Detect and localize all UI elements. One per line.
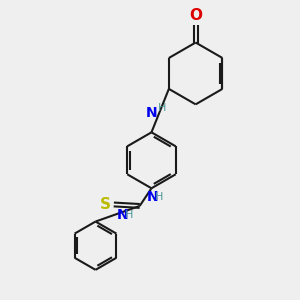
Text: N: N [146, 106, 158, 120]
Text: N: N [117, 208, 128, 221]
Text: N: N [147, 190, 159, 204]
Text: H: H [125, 209, 133, 220]
Text: H: H [158, 103, 166, 113]
Text: O: O [189, 8, 202, 22]
Text: S: S [100, 197, 111, 212]
Text: H: H [155, 192, 164, 202]
